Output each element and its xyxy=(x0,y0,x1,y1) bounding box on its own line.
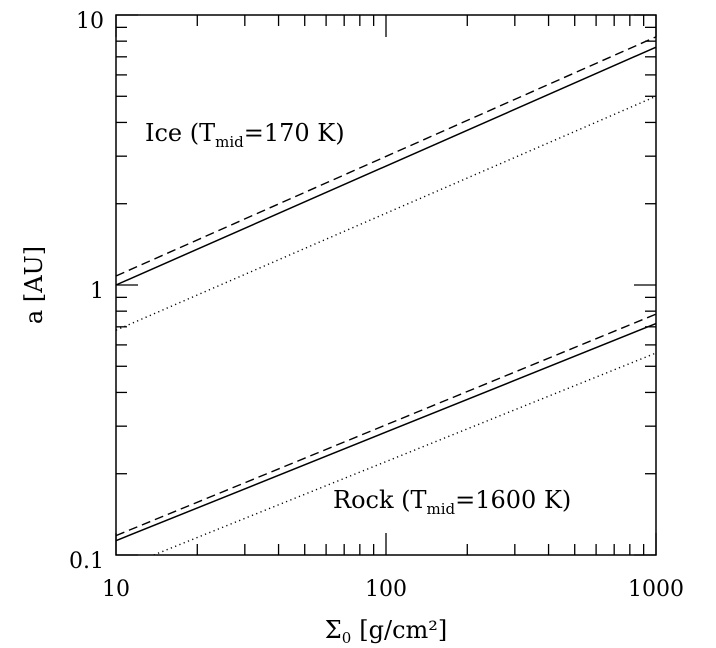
series-ice-dashed xyxy=(115,36,657,277)
series-rock-solid xyxy=(115,322,657,542)
ice-annotation: Ice (Tmid=170 K) xyxy=(145,119,345,151)
rock-annotation-prefix: Rock (T xyxy=(333,486,427,514)
x-tick-label-100: 100 xyxy=(365,577,407,602)
rock-annotation-sub: mid xyxy=(427,500,456,518)
series-group xyxy=(115,36,657,556)
x-axis-subscript: 0 xyxy=(342,629,352,647)
y-tick-label-0.1: 0.1 xyxy=(69,549,104,574)
x-tick-label-10: 10 xyxy=(102,577,130,602)
axis-ticks xyxy=(115,14,657,556)
rock-annotation-suffix: =1600 K) xyxy=(455,486,571,514)
rock-annotation: Rock (Tmid=1600 K) xyxy=(333,486,571,518)
ice-annotation-sub: mid xyxy=(215,133,244,151)
y-tick-label-10: 10 xyxy=(76,9,104,34)
plot-frame xyxy=(115,14,657,556)
x-tick-label-1000: 1000 xyxy=(628,577,684,602)
series-ice-solid xyxy=(115,46,657,286)
ice-annotation-prefix: Ice (T xyxy=(145,119,215,147)
y-tick-label-1: 1 xyxy=(90,279,104,304)
x-axis-label: Σ0 [g/cm²] xyxy=(325,616,448,647)
x-axis-unit: [g/cm²] xyxy=(359,616,447,644)
y-axis-label: a [AU] xyxy=(20,246,48,324)
series-rock-dotted xyxy=(153,352,657,556)
ice-annotation-suffix: =170 K) xyxy=(244,119,345,147)
x-axis-symbol: Σ xyxy=(325,616,342,644)
